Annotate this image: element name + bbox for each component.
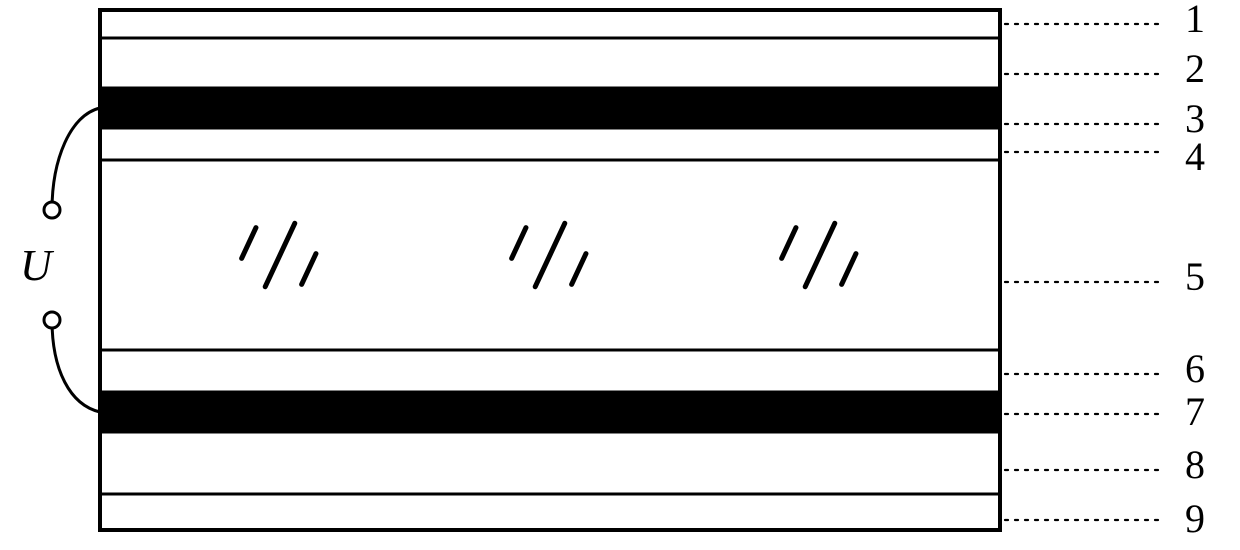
layer-9: [100, 494, 1000, 530]
label-5: 5: [1185, 254, 1205, 299]
layer-7: [100, 392, 1000, 432]
voltage-symbol: U: [20, 241, 55, 290]
layer-3: [100, 88, 1000, 128]
label-7: 7: [1185, 389, 1205, 434]
layer-1: [100, 10, 1000, 38]
label-4: 4: [1185, 134, 1205, 179]
label-1: 1: [1185, 0, 1205, 41]
label-8: 8: [1185, 442, 1205, 487]
layer-stack: [100, 10, 1000, 530]
layer-8: [100, 432, 1000, 494]
layer-2: [100, 38, 1000, 88]
voltage-terminal: [44, 312, 60, 328]
cross-section-diagram: 123456789U: [0, 0, 1240, 550]
label-6: 6: [1185, 346, 1205, 391]
layer-6: [100, 350, 1000, 392]
label-2: 2: [1185, 46, 1205, 91]
label-9: 9: [1185, 496, 1205, 541]
layer-4: [100, 128, 1000, 160]
voltage-terminal: [44, 202, 60, 218]
